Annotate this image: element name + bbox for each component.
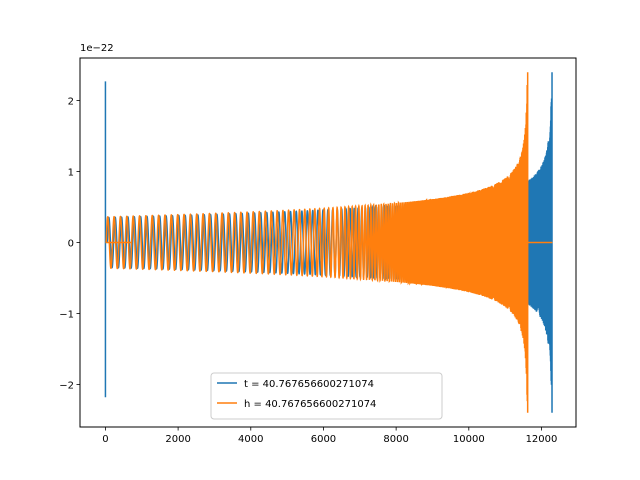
x-tick-label: 10000: [453, 434, 485, 445]
x-axis: 0 2000 4000 6000 8000 10000 12000: [102, 427, 557, 445]
x-tick-label: 6000: [311, 434, 336, 445]
y-tick-label: 2: [68, 97, 74, 108]
y-tick-label: 1: [68, 168, 74, 179]
legend-label: t = 40.767656600271074: [244, 379, 374, 390]
y-tick-label: −2: [59, 380, 74, 391]
legend-label: h = 40.767656600271074: [244, 399, 376, 410]
series-layer: [104, 72, 553, 413]
y-axis: −2 −1 0 1 2: [59, 97, 80, 391]
x-tick-label: 12000: [526, 434, 558, 445]
x-tick-label: 0: [102, 434, 108, 445]
x-tick-label: 2000: [165, 434, 190, 445]
legend: t = 40.767656600271074 h = 40.76765660027…: [210, 372, 443, 420]
series-h-line: [105, 72, 553, 413]
legend-box: [210, 372, 443, 420]
x-tick-label: 8000: [383, 434, 408, 445]
x-tick-label: 4000: [238, 434, 263, 445]
y-tick-label: −1: [59, 309, 74, 320]
y-offset-text: 1e−22: [80, 43, 114, 54]
y-tick-label: 0: [68, 239, 74, 250]
